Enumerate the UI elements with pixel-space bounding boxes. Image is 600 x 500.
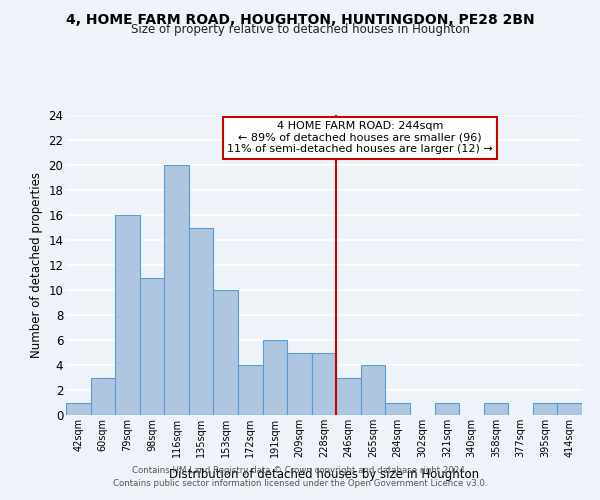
Bar [287, 352, 312, 415]
Text: 4 HOME FARM ROAD: 244sqm
← 89% of detached houses are smaller (96)
11% of semi-d: 4 HOME FARM ROAD: 244sqm ← 89% of detach… [227, 121, 493, 154]
Bar [263, 340, 287, 415]
Bar [385, 402, 410, 415]
Bar [434, 402, 459, 415]
Text: Size of property relative to detached houses in Houghton: Size of property relative to detached ho… [131, 22, 469, 36]
Bar [91, 378, 115, 415]
Bar [533, 402, 557, 415]
Bar [557, 402, 582, 415]
Y-axis label: Number of detached properties: Number of detached properties [29, 172, 43, 358]
Bar [361, 365, 385, 415]
Text: Contains HM Land Registry data © Crown copyright and database right 2024.
Contai: Contains HM Land Registry data © Crown c… [113, 466, 487, 487]
Bar [66, 402, 91, 415]
Bar [336, 378, 361, 415]
X-axis label: Distribution of detached houses by size in Houghton: Distribution of detached houses by size … [169, 468, 479, 481]
Bar [238, 365, 263, 415]
Bar [189, 228, 214, 415]
Text: 4, HOME FARM ROAD, HOUGHTON, HUNTINGDON, PE28 2BN: 4, HOME FARM ROAD, HOUGHTON, HUNTINGDON,… [65, 12, 535, 26]
Bar [214, 290, 238, 415]
Bar [312, 352, 336, 415]
Bar [140, 278, 164, 415]
Bar [115, 215, 140, 415]
Bar [484, 402, 508, 415]
Bar [164, 165, 189, 415]
